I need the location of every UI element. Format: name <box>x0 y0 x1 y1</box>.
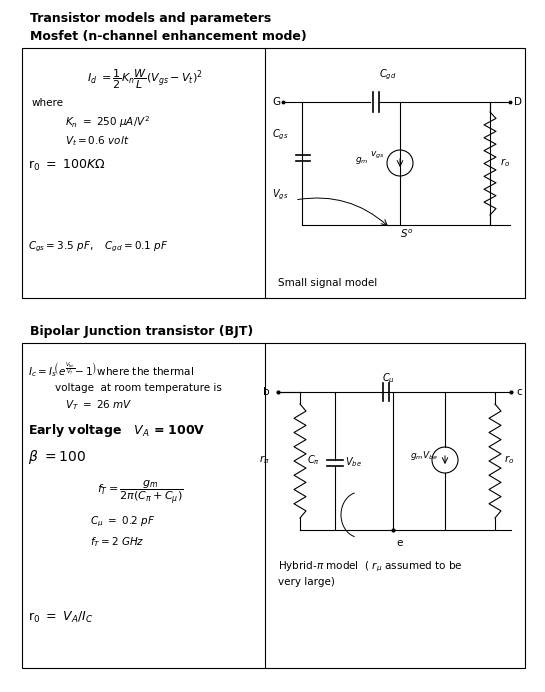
Text: very large): very large) <box>278 577 335 587</box>
Text: $V_{gs}$: $V_{gs}$ <box>272 188 288 202</box>
Bar <box>22 343 525 668</box>
Text: Bipolar Junction transistor (BJT): Bipolar Junction transistor (BJT) <box>30 325 253 338</box>
Text: $C_{gs}$: $C_{gs}$ <box>272 128 288 143</box>
Text: $S^o$: $S^o$ <box>400 228 414 240</box>
Text: $K_n\ =\ 250\ \mu A/V^2$: $K_n\ =\ 250\ \mu A/V^2$ <box>65 114 150 130</box>
Text: $V_T\ =\ 26\ mV$: $V_T\ =\ 26\ mV$ <box>65 398 132 412</box>
Text: $C_\mu$: $C_\mu$ <box>382 372 395 386</box>
Text: Transistor models and parameters: Transistor models and parameters <box>30 12 271 25</box>
Text: $r_\pi$: $r_\pi$ <box>259 453 270 466</box>
Text: Early voltage   $V_A$ = 100V: Early voltage $V_A$ = 100V <box>28 422 205 439</box>
Text: $C_{gd}$: $C_{gd}$ <box>379 68 397 82</box>
Text: G: G <box>272 97 280 107</box>
Text: $\mathsf{r_0}\ =\ V_A/I_C$: $\mathsf{r_0}\ =\ V_A/I_C$ <box>28 610 94 625</box>
Text: $r_o$: $r_o$ <box>500 156 510 170</box>
Text: b: b <box>263 387 270 397</box>
Text: $C_\mu\ =\ 0.2\ pF$: $C_\mu\ =\ 0.2\ pF$ <box>90 515 155 529</box>
Text: $V_t = 0.6\ volt$: $V_t = 0.6\ volt$ <box>65 134 130 148</box>
Text: $v_{gs}$: $v_{gs}$ <box>370 149 385 161</box>
Text: $I_c = I_s\!\left(e^{\frac{V_{be}}{V_T}}\!-1\right)$where the thermal: $I_c = I_s\!\left(e^{\frac{V_{be}}{V_T}}… <box>28 360 194 379</box>
Text: $f_T = 2\ GHz$: $f_T = 2\ GHz$ <box>90 535 144 549</box>
Text: $V_{be}$: $V_{be}$ <box>345 455 362 469</box>
Text: $C_{gs} = 3.5\ pF,\quad C_{gd} = 0.1\ pF$: $C_{gs} = 3.5\ pF,\quad C_{gd} = 0.1\ pF… <box>28 240 168 255</box>
Bar <box>22 48 525 298</box>
Text: $\beta\ =100$: $\beta\ =100$ <box>28 448 86 466</box>
Text: Mosfet (n-channel enhancement mode): Mosfet (n-channel enhancement mode) <box>30 30 307 43</box>
Text: $\mathsf{r_0}\ =\ 100K\Omega$: $\mathsf{r_0}\ =\ 100K\Omega$ <box>28 158 106 173</box>
Text: Hybrid-$\pi$ model  ( $r_\mu$ assumed to be: Hybrid-$\pi$ model ( $r_\mu$ assumed to … <box>278 560 463 574</box>
Text: where: where <box>32 98 64 108</box>
Text: c: c <box>516 387 522 397</box>
Text: $I_d\ =\dfrac{1}{2}K_n\dfrac{W}{L}(V_{gs}-V_t)^2$: $I_d\ =\dfrac{1}{2}K_n\dfrac{W}{L}(V_{gs… <box>87 68 203 91</box>
Text: voltage  at room temperature is: voltage at room temperature is <box>55 383 222 393</box>
Text: $g_m$: $g_m$ <box>354 154 368 165</box>
Text: Small signal model: Small signal model <box>278 278 377 288</box>
Text: $r_o$: $r_o$ <box>504 453 514 466</box>
Text: $f_T = \dfrac{g_m}{2\pi(C_\pi + C_\mu)}$: $f_T = \dfrac{g_m}{2\pi(C_\pi + C_\mu)}$ <box>97 478 183 506</box>
Text: $C_\pi$: $C_\pi$ <box>307 453 320 467</box>
Text: $g_m V_{be}$: $g_m V_{be}$ <box>410 448 438 462</box>
Text: D: D <box>514 97 522 107</box>
Text: e: e <box>396 538 402 548</box>
